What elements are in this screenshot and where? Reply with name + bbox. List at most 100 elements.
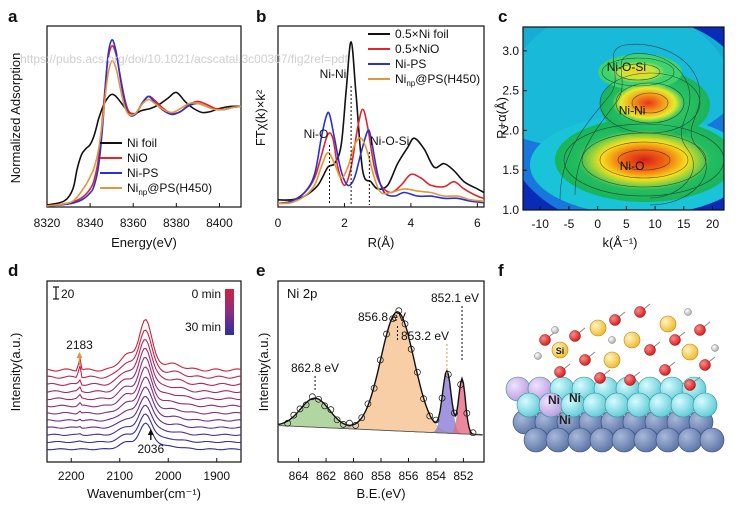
x-tick-label: 2	[341, 216, 348, 230]
data-point	[352, 422, 359, 429]
legend-label: Ninp@PS(H450)	[395, 72, 480, 88]
h-atom	[534, 352, 542, 360]
y-tick-label: 1.0	[502, 203, 519, 217]
data-point	[346, 419, 353, 427]
o-atom	[699, 359, 711, 371]
axes-frame-a	[46, 25, 242, 208]
ni-atom-bottom	[699, 427, 725, 453]
o-atom	[609, 314, 621, 326]
title-e: Ni 2p	[287, 286, 317, 301]
x-tick-label: 1900	[203, 469, 230, 483]
y-tick-label: 3.0	[502, 44, 519, 58]
x-tick-label: 860	[344, 469, 364, 483]
data-point	[469, 429, 477, 437]
panel-e: e 864 862 860 858 856 854 852 862.8 eV 856.8 eV…	[256, 261, 485, 501]
o-atom	[624, 374, 636, 386]
o-atom	[694, 324, 706, 336]
x-tick-label: 15	[677, 217, 691, 231]
atom-label: Ni	[548, 393, 560, 407]
x-tick-label: 2100	[106, 469, 133, 483]
spectrum-line	[46, 347, 242, 394]
ni-atom-bottom	[633, 427, 659, 453]
xlabel-e: B.E.(eV)	[356, 486, 405, 501]
data-point	[426, 412, 434, 420]
x-tick-label: 858	[371, 469, 391, 483]
label-2183: 2183	[66, 338, 93, 352]
ni-atom-cyan	[604, 392, 630, 418]
si-atom	[589, 319, 607, 337]
legend-label: Ni foil	[127, 136, 157, 150]
data-point	[315, 395, 322, 403]
si-atom	[681, 343, 699, 361]
spectrum-line	[47, 413, 242, 444]
peak-label: Ni-Ni	[619, 104, 646, 118]
atom-label: Ni	[569, 391, 581, 405]
peak-label: 852.1 eV	[431, 291, 479, 305]
si-atom	[603, 351, 621, 369]
x-tick-label: 6	[474, 216, 481, 230]
label-2036: 2036	[137, 442, 164, 456]
series-line	[277, 41, 485, 201]
axes-frame-d	[46, 280, 242, 463]
o-atom	[569, 330, 581, 342]
ylabel-e: Intensity(a.u.)	[256, 333, 271, 412]
peak-label: Ni-O-Si	[607, 60, 646, 74]
spectrum-line	[46, 329, 241, 379]
x-tick-label: 2000	[155, 469, 182, 483]
o-atom	[644, 344, 656, 356]
x-tick-label: 862	[316, 469, 336, 483]
data-point	[376, 356, 384, 364]
peak-label: 853.2 eV	[401, 329, 449, 343]
arrowhead-2036	[147, 429, 154, 435]
o-atom	[684, 379, 696, 391]
data-point	[457, 381, 465, 388]
atom-label: Ni	[559, 413, 571, 427]
panel-letter-e: e	[256, 261, 265, 280]
data-point	[383, 330, 390, 338]
xlabel-a: Energy(eV)	[111, 235, 177, 250]
x-tick-label: 0	[594, 217, 601, 231]
panel-d: d 2200 2100 2000 1900 20 0 min 30 min 2183 2…	[8, 261, 242, 501]
h-atom	[684, 308, 692, 316]
data-point	[438, 394, 446, 402]
x-tick-label: 856	[398, 469, 418, 483]
ni-atom-bottom	[545, 427, 571, 453]
o-atom	[594, 372, 606, 384]
ni-atom-bottom	[677, 427, 703, 453]
annotation-label: Ni-O	[304, 127, 329, 141]
panel-letter-b: b	[256, 7, 266, 26]
y-tick-label: 1.5	[502, 163, 519, 177]
spectrum-line	[47, 356, 241, 401]
legend-label: Ni-PS	[127, 166, 158, 180]
o-atom	[634, 306, 646, 318]
ni-atom-cyan	[626, 392, 652, 418]
si-atom	[551, 341, 569, 359]
axes-frame-c	[522, 26, 725, 211]
colorbar-bottom-label: 30 min	[185, 320, 221, 334]
legend-label: Ni-PS	[395, 57, 426, 71]
h-atom	[711, 344, 719, 352]
x-tick-label: -10	[532, 217, 550, 231]
data-point	[302, 401, 310, 409]
series-line	[277, 111, 485, 205]
peak-label: 862.8 eV	[291, 361, 339, 375]
legend-label: 0.5×NiO	[395, 42, 439, 56]
legend-label: Ninp@PS(H450)	[127, 181, 212, 197]
o-atom	[539, 334, 551, 346]
spectrum-line	[46, 376, 242, 415]
ylabel-c: R+α(Å)	[494, 97, 509, 139]
spectrum-line	[46, 339, 242, 386]
axes-frame-b	[277, 25, 485, 208]
series-line	[46, 60, 242, 207]
x-tick-label: 854	[426, 469, 446, 483]
si-atom	[623, 331, 641, 349]
xlabel-c: k(Å⁻¹)	[602, 235, 637, 250]
ni-atom-bottom	[655, 427, 681, 453]
watermark-url: https://pubs.acs.org/doi/10.1021/acscata…	[20, 52, 349, 66]
colorbar-d	[225, 289, 234, 335]
x-tick-label: 8320	[34, 216, 61, 230]
y-tick-label: 2.5	[502, 84, 519, 98]
spectrum-line	[46, 404, 242, 436]
h-atom	[608, 336, 616, 344]
